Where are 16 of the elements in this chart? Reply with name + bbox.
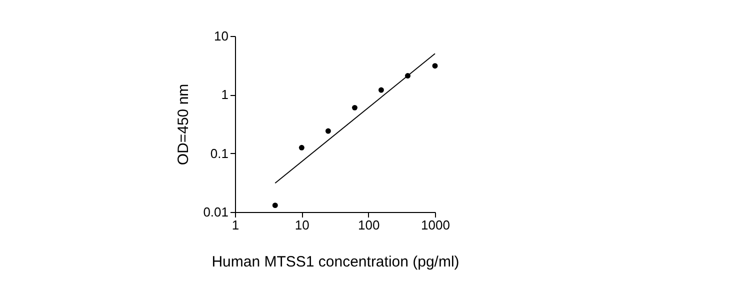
x-tick-label: 1 xyxy=(232,218,240,232)
x-tick-label: 1000 xyxy=(421,218,450,232)
x-tick-label: 10 xyxy=(294,218,310,232)
point xyxy=(325,128,331,134)
x-tick-label: 100 xyxy=(358,218,380,232)
point xyxy=(378,87,384,93)
point xyxy=(272,202,278,208)
y-tick-label: 10 xyxy=(214,28,228,44)
y-axis-title: OD=450 nm xyxy=(175,84,192,166)
y-tick-label: 1 xyxy=(221,87,228,102)
point xyxy=(432,63,438,69)
x-axis-title: Human MTSS1 concentration (pg/ml) xyxy=(212,254,460,270)
point xyxy=(352,104,358,110)
y-tick-label: 0.01 xyxy=(203,204,228,220)
y-tick-label: 0.1 xyxy=(210,146,228,161)
point xyxy=(298,144,304,150)
